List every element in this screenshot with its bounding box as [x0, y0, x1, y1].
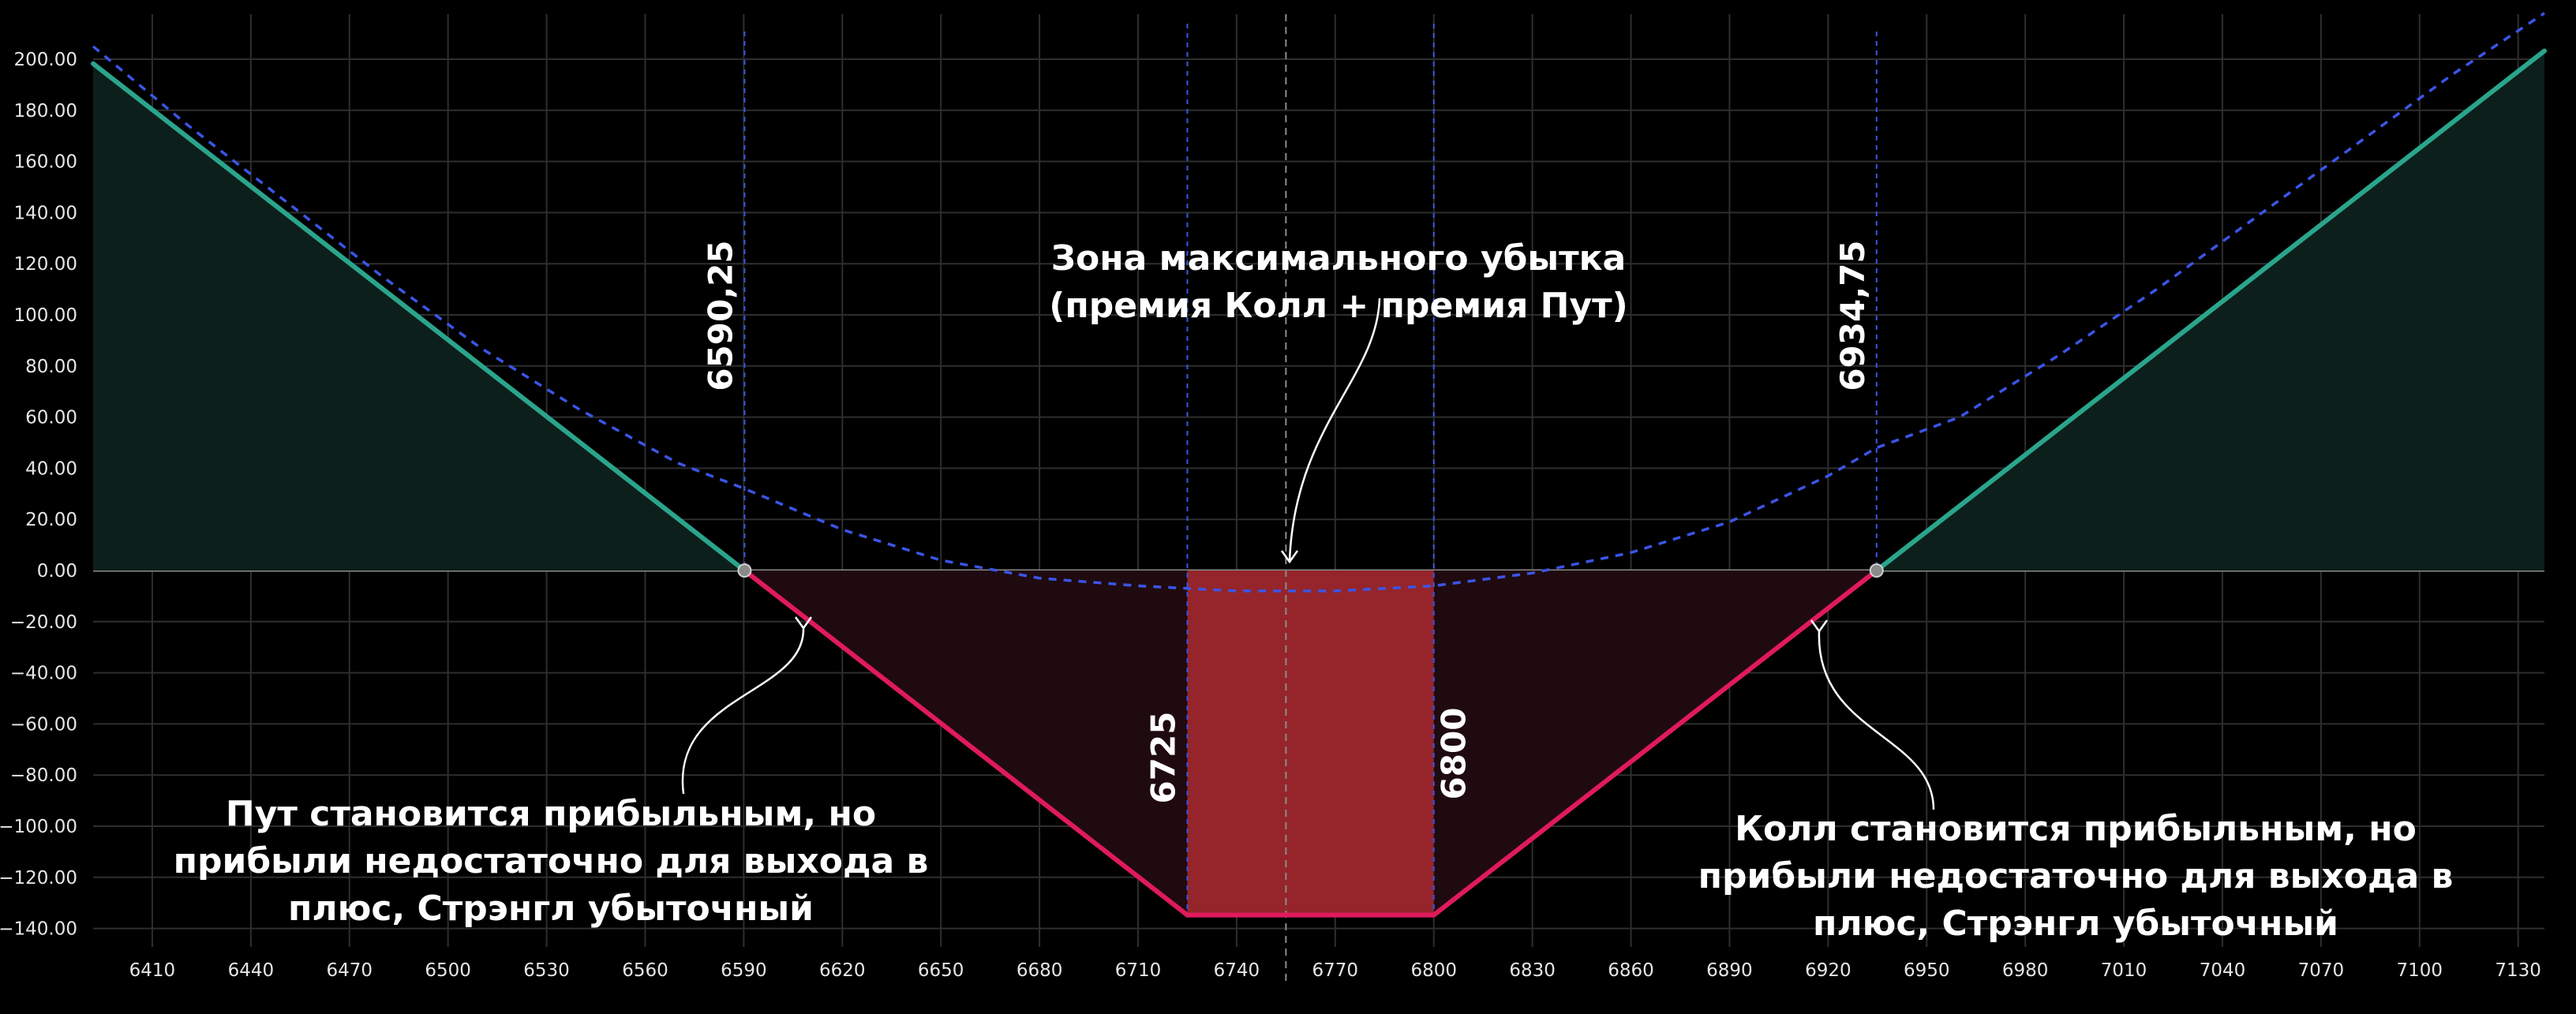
- annotation-line: плюс, Стрэнгл убыточный: [1813, 904, 2338, 944]
- payoff-segment: [91, 61, 747, 573]
- x-tick-label: 6920: [1805, 960, 1852, 981]
- breakeven-point: [737, 563, 752, 578]
- x-tick-label: 6470: [326, 960, 373, 981]
- x-tick-label: 6770: [1312, 960, 1359, 981]
- y-tick-label: 140.00: [14, 203, 77, 223]
- x-tick-label: 6710: [1115, 960, 1162, 981]
- x-tick-label: 6860: [1608, 960, 1654, 981]
- y-tick-label: 100.00: [14, 305, 77, 326]
- x-tick-label: 6560: [622, 960, 668, 981]
- strike-label: 6934,75: [1833, 240, 1872, 391]
- payoff-series: [91, 12, 2547, 918]
- y-tick-label: 40.00: [25, 458, 77, 479]
- strike-label: 6800: [1435, 708, 1473, 800]
- x-tick-label: 7100: [2397, 960, 2443, 981]
- y-tick-label: 200.00: [14, 50, 77, 70]
- annotation-arrow: [681, 627, 805, 795]
- y-tick-label: 180.00: [14, 101, 77, 122]
- annotation-text: Колл становится прибыльным, но прибыли не…: [1698, 809, 2454, 944]
- x-tick-label: 6890: [1706, 960, 1753, 981]
- annotation-line: Пут становится прибыльным, но: [226, 794, 876, 834]
- annotation-line: Зона максимального убытка: [1051, 238, 1626, 279]
- arrowhead: [1810, 619, 1829, 634]
- x-tick-label: 6590: [721, 960, 767, 981]
- strike-label: 6725: [1144, 712, 1182, 804]
- annotation-text: Зона максимального убытка (премия Колл + …: [1049, 238, 1628, 326]
- x-tick-label: 6500: [425, 960, 471, 981]
- breakeven-points: [737, 563, 1884, 578]
- x-tick-label: 6440: [228, 960, 275, 981]
- y-tick-label: 80.00: [25, 357, 77, 377]
- arrowhead: [794, 616, 813, 630]
- x-tick-label: 7130: [2495, 960, 2541, 981]
- x-tick-label: 6950: [1904, 960, 1950, 981]
- annotation-line: прибыли недостаточно для выхода в: [1698, 856, 2454, 896]
- annotation-line: плюс, Стрэнгл убыточный: [288, 889, 814, 929]
- x-tick-label: 6980: [2002, 960, 2049, 981]
- payoff-segment: [742, 568, 1190, 918]
- max-loss-zone: [1187, 571, 1434, 915]
- payoff-segment: [1874, 48, 2547, 573]
- y-tick-label: 120.00: [14, 254, 77, 275]
- vertical-lines: [743, 14, 1878, 986]
- y-tick-label: −120.00: [0, 868, 77, 889]
- x-tick-label: 7010: [2101, 960, 2147, 981]
- x-tick-label: 6650: [918, 960, 964, 981]
- y-tick-label: 160.00: [14, 152, 77, 173]
- y-tick-label: −20.00: [10, 612, 77, 633]
- x-tick-label: 6740: [1214, 960, 1260, 981]
- y-tick-label: −100.00: [0, 817, 77, 837]
- x-tick-label: 6800: [1410, 960, 1457, 981]
- x-tick-label: 7040: [2200, 960, 2246, 981]
- strike-label: 6590,25: [701, 240, 739, 391]
- expiration-curve-dashed: [92, 12, 2545, 593]
- x-tick-label: 7070: [2298, 960, 2345, 981]
- x-tick-label: 6680: [1017, 960, 1063, 981]
- x-tick-label: 6830: [1509, 960, 1556, 981]
- annotation-line: Колл становится прибыльным, но: [1735, 809, 2417, 849]
- y-tick-label: −140.00: [0, 919, 77, 940]
- annotation-arrow: [1818, 630, 1935, 810]
- breakeven-point: [1869, 563, 1884, 578]
- annotation-text: Пут становится прибыльным, но прибыли нед…: [174, 794, 929, 929]
- y-tick-label: −60.00: [10, 714, 77, 735]
- annotation-arrows: [681, 297, 1935, 810]
- y-tick-label: 60.00: [25, 408, 77, 428]
- arrowhead: [1280, 550, 1299, 564]
- y-tick-label: 0.00: [37, 561, 77, 582]
- x-axis-ticks: 6410 6440 6470 6500 6530 6560 6590 6620 6650 6680…: [129, 960, 2541, 981]
- x-tick-label: 6620: [819, 960, 866, 981]
- annotation-line: прибыли недостаточно для выхода в: [174, 841, 929, 881]
- x-tick-label: 6410: [129, 960, 176, 981]
- annotation-arrow: [1288, 297, 1381, 563]
- y-axis-ticks: 200.00 180.00 160.00 140.00 120.00 100.00 80.0…: [0, 50, 77, 940]
- annotations: Зона максимального убытка (премия Колл + …: [174, 238, 2454, 944]
- vertical-line-labels: 6590,25 6725 6800 6934,75: [701, 240, 1871, 803]
- y-tick-label: −40.00: [10, 664, 77, 684]
- x-tick-label: 6530: [523, 960, 570, 981]
- y-tick-label: −80.00: [10, 765, 77, 786]
- annotation-line: (премия Колл + премия Пут): [1049, 286, 1628, 326]
- payoff-segment: [1431, 568, 1879, 918]
- y-tick-label: 20.00: [25, 510, 77, 530]
